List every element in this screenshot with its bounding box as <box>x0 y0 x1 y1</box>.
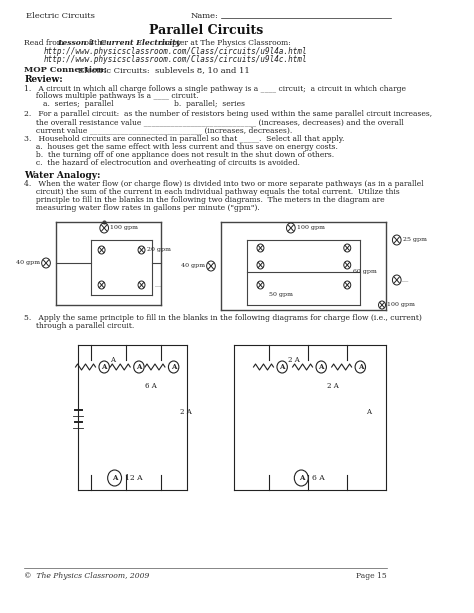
Text: Electric Circuits: Electric Circuits <box>26 12 95 20</box>
Text: 60 gpm: 60 gpm <box>353 268 377 273</box>
Text: c.  the hazard of electrocution and overheating of circuits is avoided.: c. the hazard of electrocution and overh… <box>24 159 300 167</box>
Text: 40 gpm: 40 gpm <box>181 262 205 267</box>
Text: 2.   For a parallel circuit:  as the number of resistors being used within the s: 2. For a parallel circuit: as the number… <box>24 110 432 118</box>
Circle shape <box>108 470 121 486</box>
Text: 20 gpm: 20 gpm <box>147 246 171 251</box>
Text: 6 A: 6 A <box>145 382 157 390</box>
Text: Electric Circuits:  sublevels 8, 10 and 11: Electric Circuits: sublevels 8, 10 and 1… <box>78 66 250 74</box>
Text: A: A <box>299 474 304 482</box>
Text: b.  the turning off of one appliance does not result in the shut down of others.: b. the turning off of one appliance does… <box>24 151 335 159</box>
Text: A: A <box>110 356 115 364</box>
Text: 100 gpm: 100 gpm <box>110 224 138 229</box>
Circle shape <box>168 361 179 373</box>
Text: 2 A: 2 A <box>288 356 300 364</box>
Text: 6 A: 6 A <box>312 474 324 482</box>
Circle shape <box>99 361 109 373</box>
Text: MOP Connection:: MOP Connection: <box>24 66 107 74</box>
Text: Review:: Review: <box>24 75 63 84</box>
Text: 4.   When the water flow (or charge flow) is divided into two or more separate p: 4. When the water flow (or charge flow) … <box>24 180 424 188</box>
Circle shape <box>316 361 327 373</box>
Text: 12 A: 12 A <box>125 474 143 482</box>
Text: ©  The Physics Classroom, 2009: © The Physics Classroom, 2009 <box>24 572 150 580</box>
Text: __: __ <box>155 281 161 286</box>
Text: principle to fill in the blanks in the following two diagrams.  The meters in th: principle to fill in the blanks in the f… <box>24 196 385 204</box>
Text: 50 gpm: 50 gpm <box>269 292 293 297</box>
Text: a.  houses get the same effect with less current and thus save on energy costs.: a. houses get the same effect with less … <box>24 143 338 151</box>
Text: http://www.physicsclassroom.com/Class/circuits/u9l4a.html: http://www.physicsclassroom.com/Class/ci… <box>44 47 307 56</box>
Circle shape <box>294 470 308 486</box>
Text: A: A <box>357 363 363 371</box>
Text: A: A <box>136 363 142 371</box>
Text: 25 gpm: 25 gpm <box>403 237 427 242</box>
Text: b.  parallel;  series: b. parallel; series <box>173 100 245 108</box>
Text: 2 A: 2 A <box>180 408 191 416</box>
Text: Read from: Read from <box>24 39 66 47</box>
Text: measuring water flow rates in gallons per minute ("gpm").: measuring water flow rates in gallons pe… <box>24 204 260 212</box>
Text: 2 A: 2 A <box>328 382 339 390</box>
Text: Current Electricity: Current Electricity <box>100 39 180 47</box>
Text: 3.   Household circuits are connected in parallel so that _____.  Select all tha: 3. Household circuits are connected in p… <box>24 135 345 143</box>
Text: A: A <box>366 408 371 416</box>
Text: 100 gpm: 100 gpm <box>297 224 325 229</box>
Circle shape <box>134 361 144 373</box>
Text: the overall resistance value _____________________________ (increases, decreases: the overall resistance value ___________… <box>24 118 404 126</box>
Text: A: A <box>101 363 107 371</box>
Text: Page 15: Page 15 <box>356 572 387 580</box>
Text: Name:: Name: <box>191 12 219 20</box>
Circle shape <box>355 361 365 373</box>
Text: circuit) the sum of the current in each individual pathway equals the total curr: circuit) the sum of the current in each … <box>24 188 400 196</box>
Text: A: A <box>112 474 117 482</box>
Text: current value _____________________________ (increases, decreases).: current value __________________________… <box>24 126 292 134</box>
Text: A: A <box>171 363 176 371</box>
Text: 5.   Apply the same principle to fill in the blanks in the following diagrams fo: 5. Apply the same principle to fill in t… <box>24 314 422 322</box>
Text: http://www.physicsclassroom.com/Class/circuits/u9l4c.html: http://www.physicsclassroom.com/Class/ci… <box>44 55 307 64</box>
Text: through a parallel circuit.: through a parallel circuit. <box>24 322 135 330</box>
Text: chapter at The Physics Classroom:: chapter at The Physics Classroom: <box>156 39 291 47</box>
Text: Water Analogy:: Water Analogy: <box>24 171 101 180</box>
Text: A: A <box>280 363 285 371</box>
Text: a.  series;  parallel: a. series; parallel <box>44 100 114 108</box>
Text: 1.   A circuit in which all charge follows a single pathway is a ____ circuit;  : 1. A circuit in which all charge follows… <box>24 85 406 93</box>
Text: 40 gpm: 40 gpm <box>16 259 40 264</box>
Circle shape <box>277 361 287 373</box>
Text: follows multiple pathways is a ____ circuit.: follows multiple pathways is a ____ circ… <box>24 92 199 100</box>
Text: Lesson 4: Lesson 4 <box>57 39 94 47</box>
Text: Parallel Circuits: Parallel Circuits <box>149 24 263 37</box>
Text: __: __ <box>402 276 408 281</box>
Text: A: A <box>319 363 324 371</box>
Text: of the: of the <box>82 39 109 47</box>
Text: 100 gpm: 100 gpm <box>387 302 415 306</box>
